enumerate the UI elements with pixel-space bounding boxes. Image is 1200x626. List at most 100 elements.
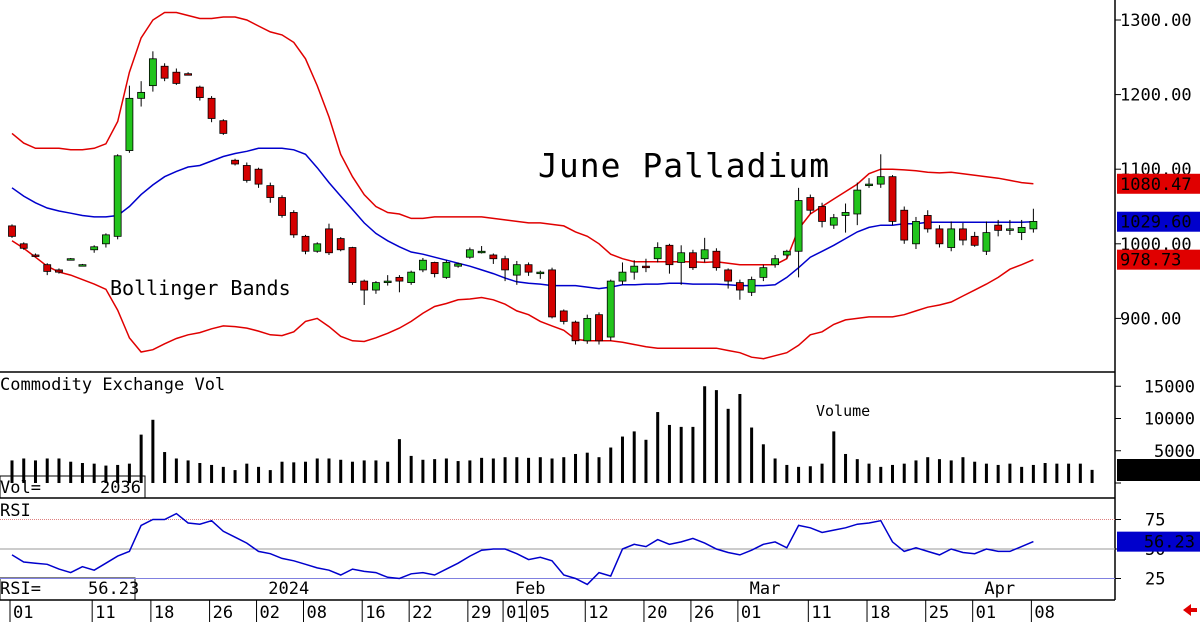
candle-body	[936, 229, 943, 244]
volume-bar	[210, 465, 213, 483]
last-value-label: 1029.60	[1120, 213, 1192, 233]
candle-body	[185, 74, 192, 76]
candle-body	[748, 280, 755, 293]
candle-body	[173, 72, 180, 83]
candle-body	[208, 98, 215, 118]
volume-bar	[398, 439, 401, 483]
rsi-panel-label: RSI	[0, 501, 31, 521]
volume-panel-label: Commodity Exchange Vol	[0, 375, 225, 395]
volume-bar	[386, 462, 389, 483]
candle-body	[302, 236, 309, 251]
volume-bar	[1032, 465, 1035, 483]
volume-bar	[468, 460, 471, 483]
volume-bar	[926, 457, 929, 483]
candle-body	[607, 281, 614, 337]
candle-body	[654, 248, 661, 259]
date-tick-label: 08	[307, 603, 327, 622]
candle-body	[20, 244, 27, 248]
volume-annotation: Volume	[816, 402, 870, 420]
volume-bar	[515, 457, 518, 483]
candle-body	[220, 121, 227, 134]
candle-body	[79, 265, 86, 267]
volume-bar	[492, 458, 495, 483]
candle-body	[243, 165, 250, 180]
candle-body	[466, 250, 473, 257]
volume-bar	[410, 456, 413, 483]
date-tick-label: 05	[530, 603, 550, 622]
candle-body	[502, 259, 509, 270]
volume-bar	[327, 458, 330, 483]
candle-body	[819, 207, 826, 222]
date-tick-label: 26	[694, 603, 714, 622]
candle-body	[736, 283, 743, 290]
candle-body	[971, 236, 978, 245]
candle-body	[372, 283, 379, 290]
candle-body	[138, 92, 145, 98]
volume-bar	[57, 458, 60, 483]
date-tick-label: 26	[213, 603, 233, 622]
volume-bar	[1020, 467, 1023, 483]
date-tick-label: 20	[647, 603, 667, 622]
candle-body	[478, 251, 485, 253]
date-tick-label: 29	[471, 603, 491, 622]
volume-bar	[668, 425, 671, 483]
candle-body	[889, 177, 896, 222]
volume-bar	[938, 459, 941, 483]
rsi-y-tick-label: 75	[1145, 511, 1165, 531]
date-tick-label: 01	[976, 603, 996, 622]
volume-bar	[961, 457, 964, 483]
date-tick-label: 02	[260, 603, 280, 622]
volume-y-tick-label: 5000	[1154, 442, 1195, 462]
candle-body	[619, 272, 626, 281]
candle-body	[854, 190, 861, 214]
candle-body	[161, 66, 168, 78]
candle-body	[666, 245, 673, 264]
chart-subtitle: Bollinger Bands	[110, 276, 291, 300]
volume-bar	[175, 458, 178, 483]
volume-bar	[691, 427, 694, 483]
date-tick-label: 11	[95, 603, 115, 622]
candle-body	[349, 248, 356, 283]
volume-bar	[738, 394, 741, 483]
volume-bar	[832, 431, 835, 483]
candle-body	[866, 184, 873, 186]
volume-bar	[81, 463, 84, 483]
month-label: Apr	[984, 579, 1015, 599]
candle-body	[337, 239, 344, 250]
volume-bar	[985, 464, 988, 483]
volume-bar	[809, 466, 812, 483]
candle-body	[91, 247, 98, 250]
candle-body	[513, 265, 520, 275]
date-tick-label: 11	[811, 603, 831, 622]
candle-body	[196, 87, 203, 97]
volume-bar	[316, 458, 319, 483]
month-label: Feb	[515, 579, 546, 599]
volume-bar	[1091, 470, 1094, 483]
candle-body	[983, 233, 990, 252]
volume-bar	[797, 467, 800, 483]
volume-bar	[374, 460, 377, 483]
date-tick-label: 01	[506, 603, 526, 622]
volume-bar	[644, 440, 647, 483]
candle-body	[419, 260, 426, 270]
date-tick-label: 25	[929, 603, 949, 622]
candle-body	[361, 281, 368, 290]
candle-body	[490, 255, 497, 259]
candle-body	[842, 212, 849, 215]
volume-bar	[339, 460, 342, 483]
back-arrow-icon[interactable]	[1183, 604, 1197, 616]
volume-bar	[973, 462, 976, 483]
price-y-tick-label: 900.00	[1120, 309, 1181, 329]
volume-bar	[480, 458, 483, 483]
volume-bar	[1067, 464, 1070, 483]
last-value-label: 978.73	[1120, 251, 1181, 271]
candle-body	[408, 272, 415, 282]
price-y-tick-label: 1300.00	[1120, 11, 1192, 31]
volume-bar	[598, 457, 601, 483]
volume-bar	[351, 462, 354, 483]
volume-bar	[140, 435, 143, 483]
volume-last-label: 2036	[1154, 461, 1195, 481]
volume-bar	[1008, 464, 1011, 483]
bollinger-upper-line	[12, 13, 1033, 265]
volume-bar	[609, 448, 612, 483]
